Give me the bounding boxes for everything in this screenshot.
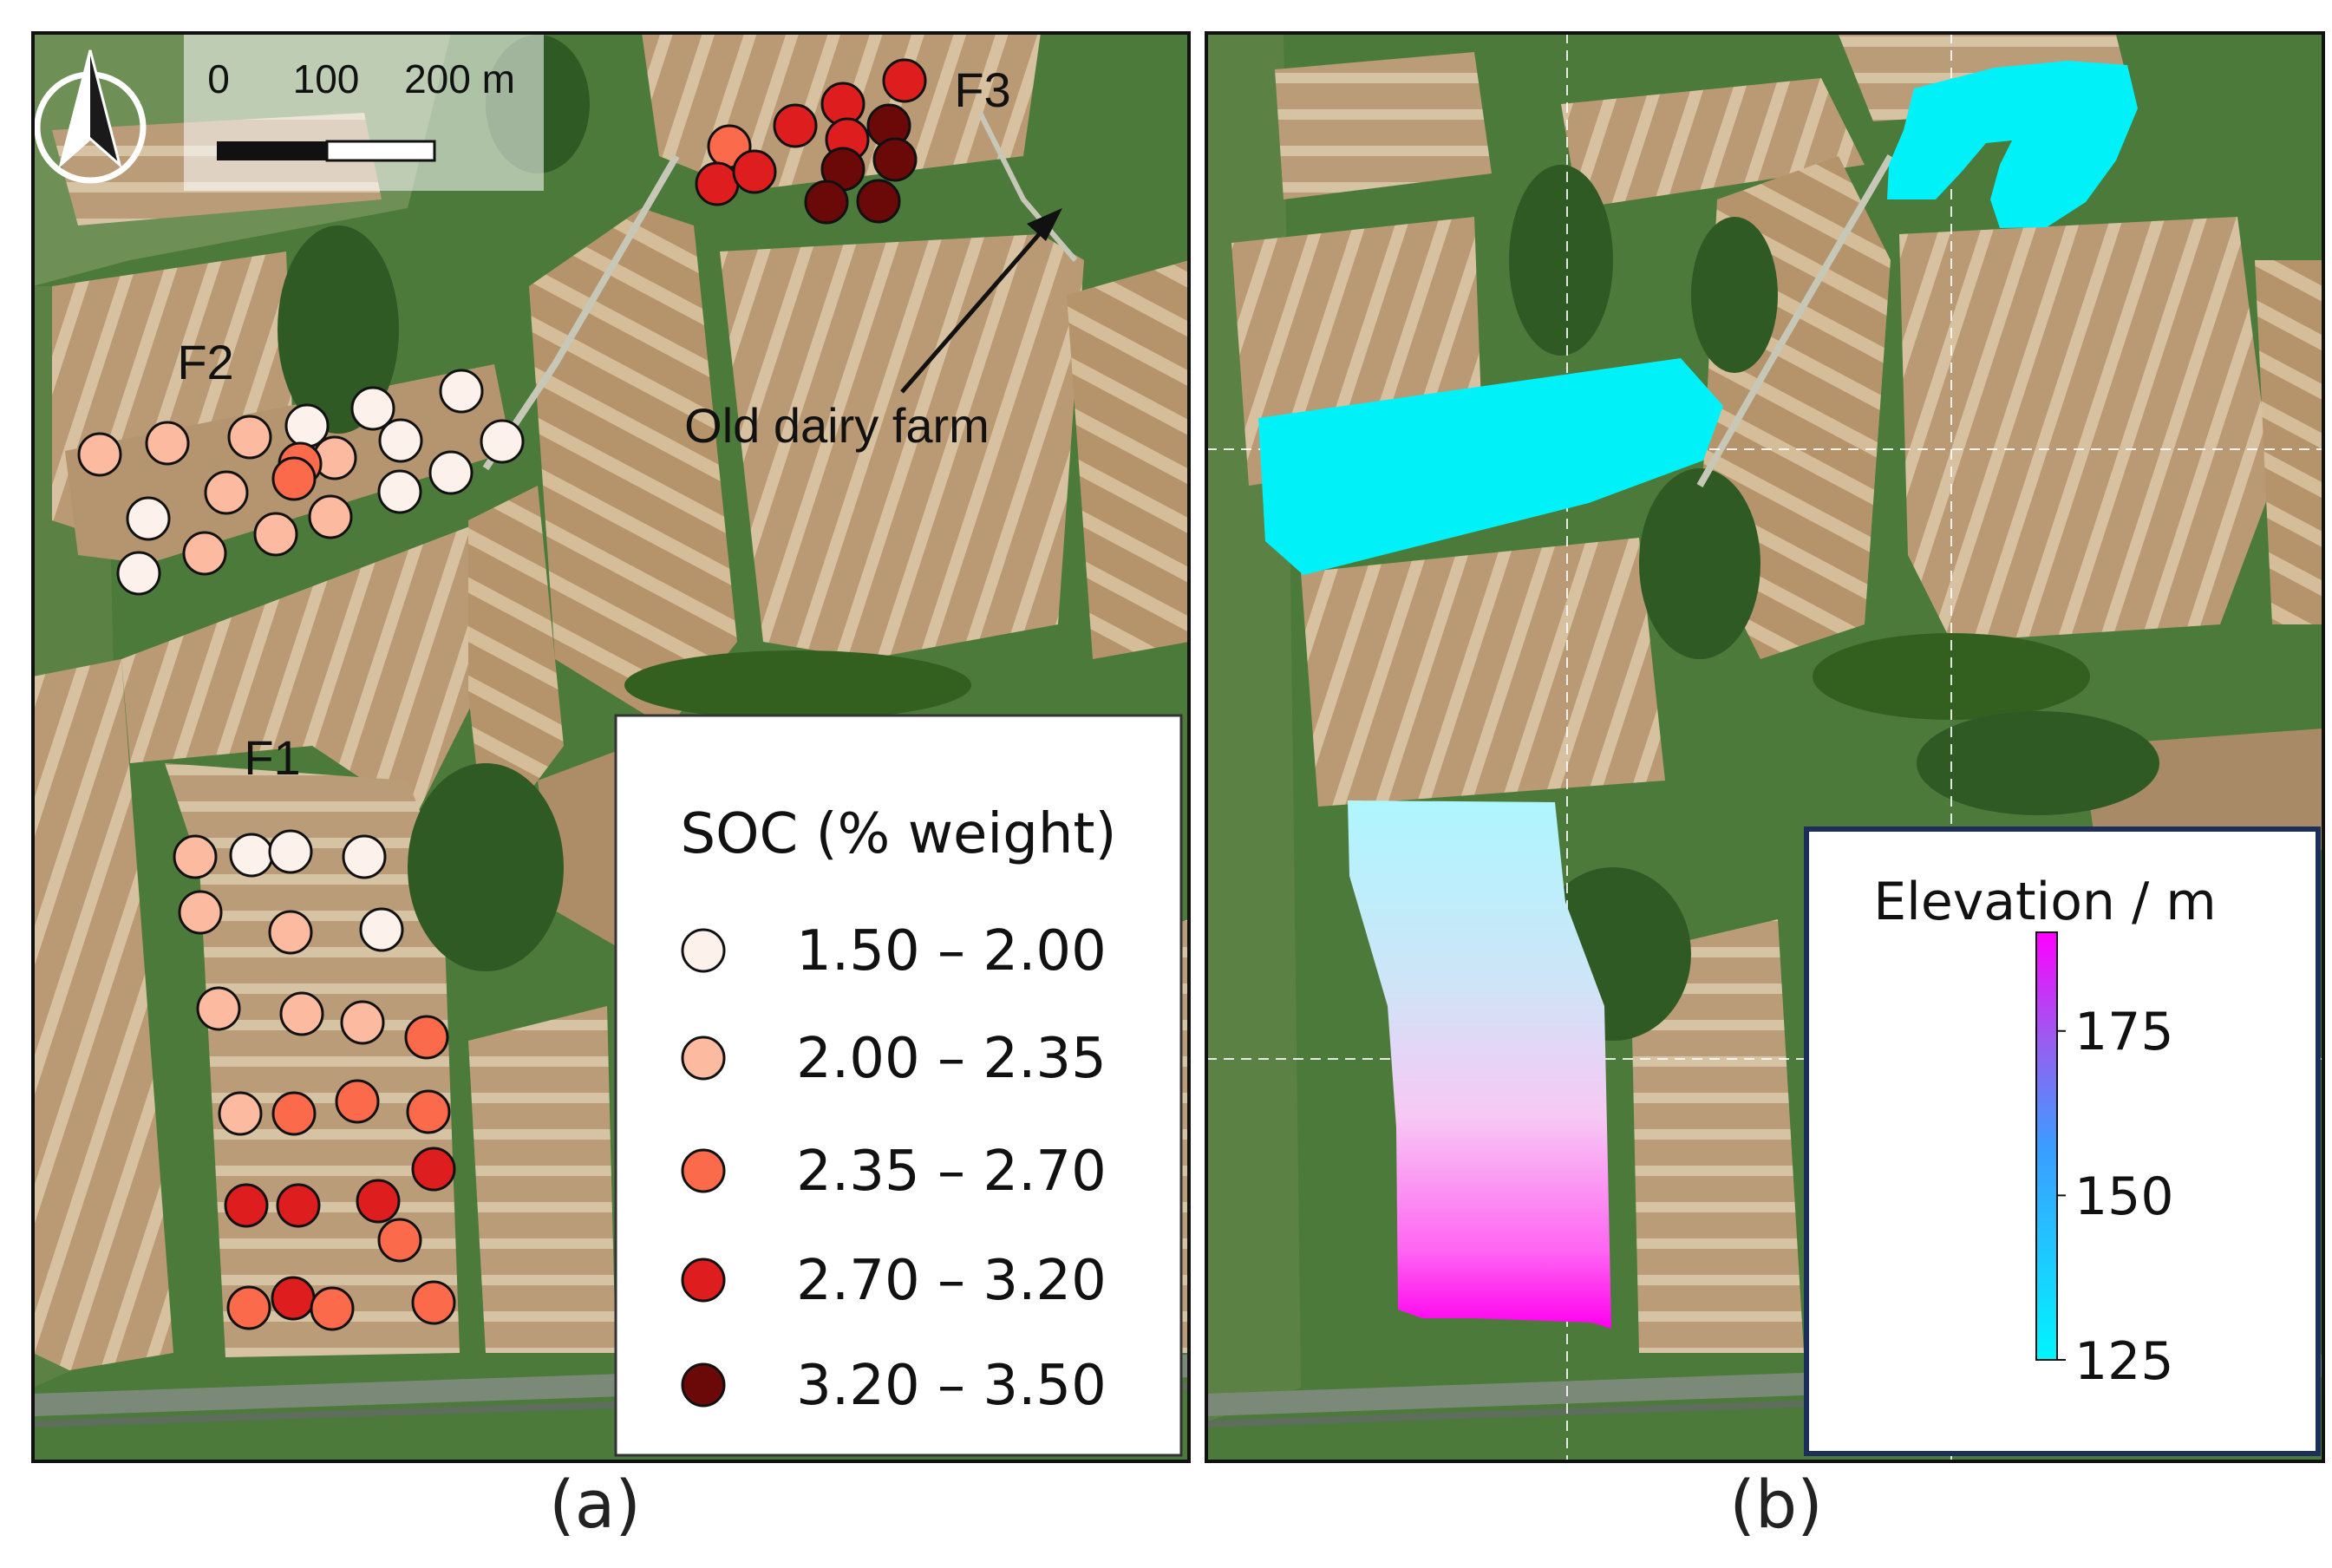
field-label-f1: F1 xyxy=(244,730,300,785)
panel-a-map: 0 100 200 m F2 F3 F1 Old dairy farm xyxy=(33,33,1189,1461)
sample-point-f1 xyxy=(173,834,218,879)
sample-point-f2 xyxy=(480,419,525,464)
legend-swatch-5 xyxy=(681,1362,726,1408)
legend-swatch-2 xyxy=(681,1036,726,1081)
scale-bar: 0 100 200 m xyxy=(207,56,515,162)
colorbar-tick-label-175: 175 xyxy=(2074,1002,2174,1062)
elevation-legend: Elevation / m 175 150 125 xyxy=(1804,826,2321,1456)
sample-point-f2 xyxy=(182,531,227,576)
sample-point-f1 xyxy=(340,1000,385,1045)
sample-point-f2 xyxy=(116,551,161,596)
sample-point-f3 xyxy=(804,180,849,225)
field-label-f2: F2 xyxy=(177,335,233,389)
sample-point-f2 xyxy=(204,470,249,515)
colorbar-ticks xyxy=(2057,1029,2066,1361)
sample-point-f2 xyxy=(308,494,353,539)
old-dairy-farm-label: Old dairy farm xyxy=(684,398,990,453)
legend-label-1: 1.50 – 2.00 xyxy=(796,919,1107,983)
scale-bar-label-100: 100 xyxy=(293,56,360,101)
sample-point-f1 xyxy=(178,890,223,935)
sample-point-f3 xyxy=(773,103,818,148)
field-label-f3: F3 xyxy=(954,62,1010,117)
sample-point-f1 xyxy=(359,907,404,952)
north-arrow-icon xyxy=(34,49,147,184)
sample-point-f1 xyxy=(411,1147,456,1192)
sample-point-f1 xyxy=(335,1079,380,1124)
sample-point-f2 xyxy=(428,450,474,495)
sample-point-f1 xyxy=(224,1183,269,1228)
field-f3-elevation xyxy=(1887,61,2138,228)
soc-legend: SOC (% weight) 1.50 – 2.00 2.00 – 2.35 2… xyxy=(614,714,1183,1457)
sample-point-f1 xyxy=(271,1276,316,1321)
panel-b-frame xyxy=(1205,31,2325,1463)
panel-b-caption: (b) xyxy=(1729,1466,1823,1543)
sample-point-f1 xyxy=(196,986,241,1031)
sample-point-f1 xyxy=(271,1091,317,1136)
legend-swatch-4 xyxy=(681,1258,726,1303)
sample-point-f3 xyxy=(695,161,740,206)
sample-point-f2 xyxy=(377,469,422,514)
sample-point-f1 xyxy=(377,1218,422,1263)
sample-point-f2 xyxy=(253,512,298,557)
sample-point-f3 xyxy=(882,58,927,103)
legend-swatch-3 xyxy=(681,1148,726,1193)
legend-swatch-1 xyxy=(681,928,726,973)
sample-point-f3 xyxy=(732,149,777,194)
sample-point-f2 xyxy=(350,386,395,431)
sample-point-f1 xyxy=(268,910,313,955)
panel-b-map: Elevation / m 175 150 125 xyxy=(1206,33,2323,1461)
scale-bar-label-0: 0 xyxy=(207,56,230,101)
sample-point-f3 xyxy=(856,179,901,224)
aerial-imagery-b xyxy=(1206,33,2323,1461)
colorbar-tick-label-125: 125 xyxy=(2074,1331,2174,1392)
sample-point-f2 xyxy=(439,369,484,414)
graticule-lines xyxy=(1206,33,2323,1461)
panel-a-caption: (a) xyxy=(549,1466,641,1543)
panel-a-frame xyxy=(31,31,1191,1463)
field-f1-elevation xyxy=(1348,800,1611,1329)
sample-point-f1 xyxy=(404,1015,449,1060)
sample-point-f1 xyxy=(279,991,324,1036)
soc-legend-title: SOC (% weight) xyxy=(681,802,1117,866)
sample-point-f2 xyxy=(227,415,272,460)
sample-point-f1 xyxy=(310,1286,355,1331)
sample-point-f2 xyxy=(271,456,317,501)
sample-point-f3 xyxy=(872,137,918,182)
legend-label-2: 2.00 – 2.35 xyxy=(796,1027,1107,1091)
legend-label-3: 2.35 – 2.70 xyxy=(796,1140,1107,1204)
sample-point-f2 xyxy=(378,418,423,463)
sample-point-f1 xyxy=(411,1280,456,1325)
colorbar-tick-label-150: 150 xyxy=(2074,1166,2174,1227)
elevation-colorbar xyxy=(2035,931,2058,1361)
sample-point-f1 xyxy=(229,833,274,878)
sample-point-f1 xyxy=(268,829,313,874)
soil-sample-points xyxy=(77,58,927,1331)
sample-point-f1 xyxy=(226,1285,271,1330)
scale-bar-label-200: 200 m xyxy=(404,56,515,101)
sample-point-f1 xyxy=(276,1183,321,1228)
sample-point-f1 xyxy=(218,1091,263,1136)
elevation-legend-title: Elevation / m xyxy=(1873,872,2217,932)
field-f2-elevation xyxy=(1258,358,1723,575)
sample-point-f1 xyxy=(406,1089,451,1134)
sample-point-f2 xyxy=(145,421,190,466)
legend-label-4: 2.70 – 3.20 xyxy=(796,1249,1107,1313)
sample-point-f2 xyxy=(126,496,171,541)
sample-point-f2 xyxy=(77,432,122,477)
dairy-farm-arrow xyxy=(900,208,1062,394)
sample-point-f1 xyxy=(356,1179,401,1224)
legend-label-5: 3.20 – 3.50 xyxy=(796,1354,1107,1418)
sample-point-f1 xyxy=(342,834,387,879)
